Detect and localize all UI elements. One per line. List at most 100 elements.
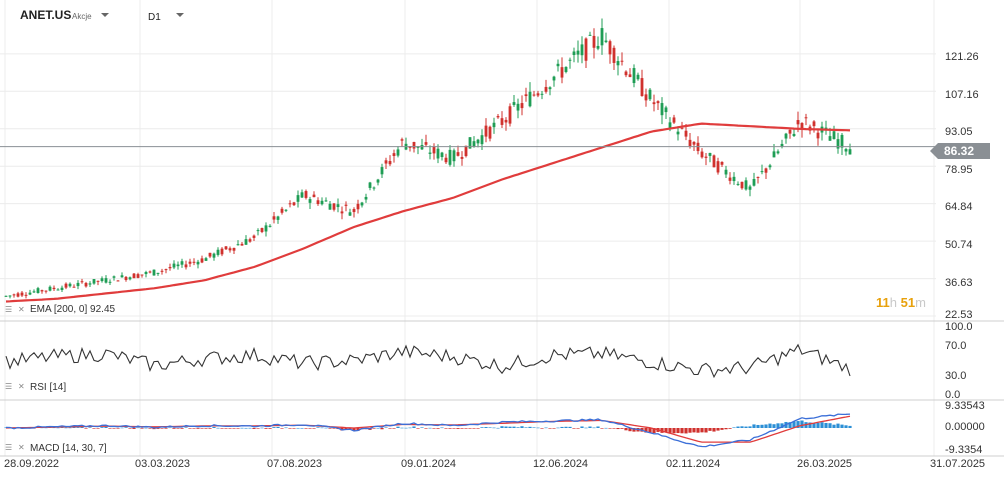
macd-histogram-bar bbox=[588, 426, 592, 429]
candle-body bbox=[720, 161, 724, 165]
macd-histogram-bar bbox=[328, 428, 332, 429]
candle-body bbox=[772, 151, 776, 158]
macd-histogram-bar bbox=[776, 423, 780, 429]
y-tick: 64.84 bbox=[945, 201, 973, 213]
macd-histogram-bar bbox=[716, 428, 720, 431]
macd-histogram-bar bbox=[516, 427, 520, 429]
macd-histogram-bar bbox=[240, 427, 244, 429]
candle-body bbox=[56, 289, 60, 291]
macd-histogram-bar bbox=[56, 427, 60, 429]
indicator-settings-icon[interactable]: ☰ bbox=[5, 305, 13, 314]
macd-histogram-bar bbox=[332, 428, 336, 429]
candle-body bbox=[456, 152, 460, 156]
macd-histogram-bar bbox=[184, 427, 188, 429]
candle-body bbox=[688, 139, 692, 147]
candle-body bbox=[444, 157, 448, 163]
candle-body bbox=[544, 86, 548, 92]
candle-body bbox=[248, 239, 252, 242]
countdown-minutes: 51 bbox=[900, 295, 916, 310]
candle-body bbox=[64, 283, 68, 288]
candle-body bbox=[328, 203, 332, 210]
macd-tick: 0.00000 bbox=[945, 421, 985, 433]
candle-body bbox=[484, 125, 488, 137]
candle-body bbox=[72, 286, 76, 288]
macd-histogram-bar bbox=[216, 427, 220, 429]
macd-histogram-bar bbox=[820, 422, 824, 429]
macd-histogram-bar bbox=[220, 428, 224, 429]
macd-histogram-bar bbox=[224, 428, 228, 429]
candle-body bbox=[180, 261, 184, 265]
rsi-tick: 30.0 bbox=[945, 370, 967, 382]
indicator-settings-icon[interactable]: ☰ bbox=[5, 443, 13, 452]
macd-histogram-bar bbox=[228, 428, 232, 429]
macd-histogram-bar bbox=[544, 427, 548, 429]
indicator-settings-icon[interactable]: ☰ bbox=[5, 382, 13, 391]
candle-body bbox=[88, 283, 92, 285]
macd-histogram-bar bbox=[712, 428, 716, 432]
macd-histogram-bar bbox=[472, 428, 476, 429]
candle-body bbox=[204, 258, 208, 261]
macd-histogram-bar bbox=[288, 428, 292, 429]
candle-body bbox=[788, 129, 792, 134]
candle-body bbox=[712, 155, 716, 168]
macd-histogram-bar bbox=[148, 428, 152, 429]
candle-body bbox=[588, 34, 592, 36]
candle-body bbox=[388, 161, 392, 165]
macd-histogram-bar bbox=[732, 427, 736, 429]
rsi-tick: 100.0 bbox=[945, 321, 973, 333]
ema-line bbox=[5, 122, 851, 303]
macd-histogram-bar bbox=[788, 422, 792, 429]
timeframe-dropdown-chevron-icon[interactable] bbox=[176, 13, 184, 17]
candle-body bbox=[96, 280, 100, 282]
candle-body bbox=[676, 131, 680, 135]
macd-histogram-bar bbox=[668, 428, 672, 433]
candle-body bbox=[92, 279, 96, 284]
symbol-dropdown-chevron-icon[interactable] bbox=[101, 13, 109, 17]
timeframe-selector[interactable]: D1 bbox=[148, 12, 161, 23]
candle-body bbox=[740, 181, 744, 189]
candle-body bbox=[432, 146, 436, 154]
macd-histogram-bar bbox=[160, 428, 164, 429]
candle-body bbox=[596, 45, 600, 49]
x-tick: 28.09.2022 bbox=[4, 458, 60, 470]
candle-body bbox=[556, 63, 560, 67]
candle-body bbox=[216, 249, 220, 255]
macd-histogram-bar bbox=[484, 427, 488, 429]
rsi-tick: 70.0 bbox=[945, 340, 967, 352]
macd-histogram-bar bbox=[128, 428, 132, 429]
candle-body bbox=[780, 143, 784, 147]
indicator-close-icon[interactable]: ✕ bbox=[18, 382, 25, 391]
candle-body bbox=[632, 68, 636, 84]
candle-body bbox=[372, 187, 376, 189]
candle-body bbox=[352, 209, 356, 213]
macd-histogram-bar bbox=[492, 427, 496, 429]
candle-body bbox=[52, 287, 56, 290]
candle-body bbox=[320, 200, 324, 205]
candle-body bbox=[4, 295, 8, 297]
symbol-name[interactable]: ANET.US bbox=[20, 8, 72, 22]
candle-body bbox=[832, 131, 836, 140]
rsi-tick: 0.0 bbox=[945, 389, 961, 401]
macd-histogram-bar bbox=[736, 426, 740, 429]
y-tick: 107.16 bbox=[945, 89, 979, 101]
macd-histogram-bar bbox=[352, 428, 356, 431]
macd-histogram-bar bbox=[464, 428, 468, 429]
macd-histogram-bar bbox=[796, 421, 800, 429]
candle-body bbox=[768, 165, 772, 168]
candle-body bbox=[184, 264, 188, 268]
candle-body bbox=[112, 276, 116, 278]
grid-lines bbox=[0, 0, 936, 456]
macd-histogram-bar bbox=[556, 427, 560, 429]
macd-histogram-bar bbox=[432, 428, 436, 429]
candle-body bbox=[116, 280, 120, 282]
macd-histogram-bar bbox=[284, 427, 288, 429]
countdown-hours: 11 bbox=[876, 295, 890, 310]
candle-body bbox=[324, 200, 328, 202]
candle-body bbox=[452, 150, 456, 162]
macd-histogram-bar bbox=[236, 428, 240, 429]
macd-histogram-bar bbox=[444, 428, 448, 429]
indicator-close-icon[interactable]: ✕ bbox=[18, 305, 25, 314]
indicator-close-icon[interactable]: ✕ bbox=[18, 443, 25, 452]
candle-body bbox=[296, 195, 300, 202]
